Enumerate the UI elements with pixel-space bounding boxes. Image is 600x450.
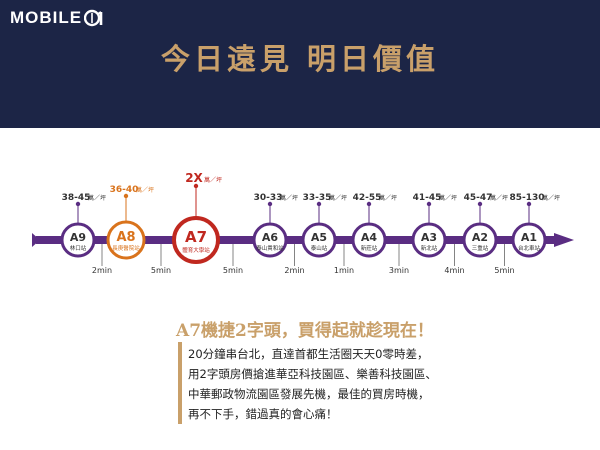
price-dot [193, 183, 199, 189]
station-code: A4 [361, 231, 378, 244]
station-price: 42-55 [353, 193, 382, 203]
interval-label: 3min [389, 266, 409, 275]
promo-line: 再不下手，錯過真的會心痛！ [188, 407, 338, 421]
station-circle [351, 222, 387, 258]
station-name: 新莊站 [361, 244, 378, 252]
station-circle [301, 222, 337, 258]
promo-line: 用2字頭房價搶進華亞科技園區、樂善科技園區、 [188, 367, 437, 381]
interval-label: 1min [334, 266, 354, 275]
station-code: A2 [472, 231, 488, 244]
price-dot [477, 201, 483, 207]
station-circle [252, 222, 288, 258]
logo-text: MOBILE [10, 8, 83, 27]
station-name: 台北車站 [518, 244, 541, 252]
station-price: 85-130 [509, 193, 544, 203]
price-dot [526, 201, 532, 207]
interval-label: 5min [223, 266, 243, 275]
station-price-unit: 萬／坪 [542, 194, 560, 202]
station-price: 2X [185, 171, 203, 185]
station-code: A7 [185, 228, 207, 246]
price-dot [267, 201, 273, 207]
promo-line: 中華郵政物流園區發展先機，最佳的買房時機， [188, 387, 430, 401]
station-name: 泰山貴和站 [256, 244, 284, 252]
promo-box: 20分鐘串台北，直達首都生活圈天天0零時差， 用2字頭房價搶進華亞科技園區、樂善… [178, 342, 440, 424]
station-name: 三重站 [472, 244, 489, 252]
interval-label: 2min [284, 266, 304, 275]
station-circle [511, 222, 547, 258]
promo-title: A7機捷2字頭，買得起就趁現在！ [176, 321, 434, 341]
interval-label: 4min [444, 266, 464, 275]
station-name: 長庚醫院站 [112, 244, 140, 252]
station-name: 林口站 [70, 244, 87, 252]
station-name: 體育大學站 [182, 246, 210, 254]
station-circle [60, 222, 96, 258]
station-price: 30-33 [254, 193, 283, 203]
route-line-end-right [554, 233, 574, 247]
station-price: 41-45 [413, 193, 442, 203]
station-circle [462, 222, 498, 258]
interval-label: 5min [494, 266, 514, 275]
station-price-unit: 萬／坪 [379, 194, 397, 202]
station-price-unit: 萬／坪 [136, 186, 154, 194]
station-price-unit: 萬／坪 [204, 176, 222, 184]
station-price-unit: 萬／坪 [88, 194, 106, 202]
price-dot [123, 193, 129, 199]
price-dot [75, 201, 81, 207]
route-line [36, 236, 554, 244]
station-price: 33-35 [303, 193, 332, 203]
price-dot [426, 201, 432, 207]
station-price: 38-45 [62, 193, 91, 203]
station-price-unit: 萬／坪 [329, 194, 347, 202]
station-code: A5 [311, 231, 327, 244]
price-dot [316, 201, 322, 207]
station-code: A3 [421, 231, 437, 244]
station-name: 新北站 [421, 244, 438, 252]
mobile01-logo[interactable]: MOBILE [10, 8, 106, 28]
station-name: 泰山站 [311, 244, 328, 252]
route-line-end-left [32, 233, 40, 247]
station-circle [172, 216, 220, 264]
station-price-unit: 萬／坪 [439, 194, 457, 202]
station-price-unit: 萬／坪 [490, 194, 508, 202]
interval-label: 2min [92, 266, 112, 275]
promo-line: 20分鐘串台北，直達首都生活圈天天0零時差， [188, 347, 429, 361]
station-circle [106, 220, 146, 260]
promo-text: 20分鐘串台北，直達首都生活圈天天0零時差， 用2字頭房價搶進華亞科技園區、樂善… [188, 344, 437, 424]
station-price: 45-47 [464, 193, 493, 203]
station-price: 36-40 [110, 185, 139, 195]
station-code: A6 [262, 231, 279, 244]
headline: 今日遠見 明日價值 [160, 42, 440, 76]
station-code: A8 [116, 230, 135, 245]
header-banner: MOBILE 今日遠見 明日價值 [0, 0, 600, 128]
logo-01-icon [84, 9, 103, 27]
promo-accent-bar [178, 342, 182, 424]
station-code: A9 [70, 231, 86, 244]
station-code: A1 [521, 231, 537, 244]
station-price-unit: 萬／坪 [280, 194, 298, 202]
station-circle [411, 222, 447, 258]
interval-label: 5min [151, 266, 171, 275]
price-dot [366, 201, 372, 207]
